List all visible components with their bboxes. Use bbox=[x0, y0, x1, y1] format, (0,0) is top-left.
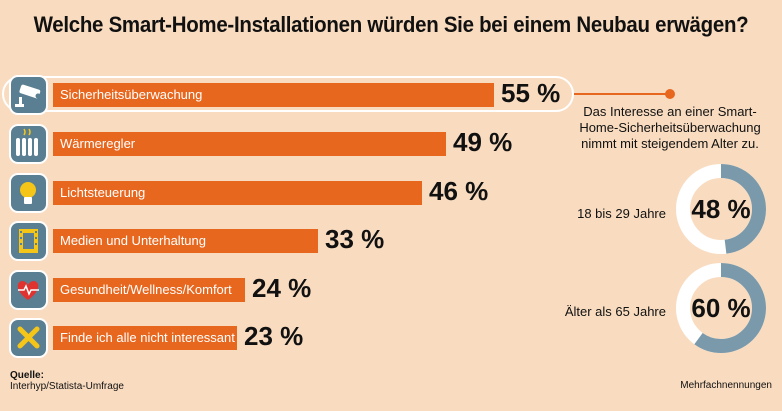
heart-pulse-icon bbox=[9, 270, 48, 310]
bar-row: Medien und Unterhaltung 33 % bbox=[0, 221, 600, 267]
bar-label: Finde ich alle nicht interessant bbox=[60, 330, 235, 345]
bar bbox=[53, 83, 494, 107]
source-text: Interhyp/Statista-Umfrage bbox=[10, 381, 124, 392]
bar bbox=[53, 229, 318, 253]
film-icon bbox=[9, 221, 48, 261]
bar-value: 49 % bbox=[453, 127, 513, 157]
chart-title: Welche Smart-Home-Installationen würden … bbox=[33, 12, 749, 37]
bar-row: Sicherheitsüberwachung 55 % bbox=[0, 75, 600, 121]
radiator-icon bbox=[9, 124, 48, 164]
note: Mehrfachnennungen bbox=[680, 380, 772, 391]
cross-icon bbox=[9, 318, 48, 358]
bar-label: Wärmeregler bbox=[60, 136, 136, 151]
donut-old: 60 % bbox=[675, 262, 767, 354]
bar-label: Sicherheitsüberwachung bbox=[60, 87, 203, 102]
bar bbox=[53, 326, 237, 350]
source-label: Quelle: bbox=[10, 370, 44, 381]
donut-arc bbox=[676, 164, 766, 254]
side-note: Das Interesse an einer Smart-Home-Sicher… bbox=[579, 104, 761, 151]
donut-label-old: Älter als 65 Jahre bbox=[564, 304, 666, 319]
bar-value: 24 % bbox=[252, 273, 312, 303]
bar bbox=[53, 132, 446, 156]
connector-dot bbox=[665, 89, 675, 99]
donut-arc bbox=[676, 263, 766, 353]
bar-row: Wärmeregler 49 % bbox=[0, 124, 600, 170]
bar-label: Medien und Unterhaltung bbox=[60, 233, 206, 248]
bar-label: Gesundheit/Wellness/Komfort bbox=[60, 282, 232, 297]
highlight-frame bbox=[2, 76, 574, 112]
bar-value: 33 % bbox=[325, 224, 385, 254]
donut-old-chart bbox=[676, 263, 766, 353]
camera-icon bbox=[9, 75, 48, 115]
donut-old-value: 60 % bbox=[691, 293, 751, 323]
bar-value: 23 % bbox=[244, 321, 304, 351]
bar-value: 55 % bbox=[501, 78, 561, 108]
bar-label: Lichtsteuerung bbox=[60, 185, 146, 200]
bar-row: Gesundheit/Wellness/Komfort 24 % bbox=[0, 270, 600, 316]
bar-row: Finde ich alle nicht interessant 23 % bbox=[0, 318, 600, 364]
lightbulb-icon bbox=[9, 173, 48, 213]
bar-row: Lichtsteuerung 46 % bbox=[0, 173, 600, 219]
connector-line bbox=[574, 93, 670, 95]
bar-value: 46 % bbox=[429, 176, 489, 206]
bar bbox=[53, 181, 422, 205]
donut-young: 48 % bbox=[675, 163, 767, 255]
donut-young-chart bbox=[676, 164, 766, 254]
donut-label-young: 18 bis 29 Jahre bbox=[577, 206, 666, 221]
bar bbox=[53, 278, 245, 302]
donut-young-value: 48 % bbox=[691, 194, 751, 224]
